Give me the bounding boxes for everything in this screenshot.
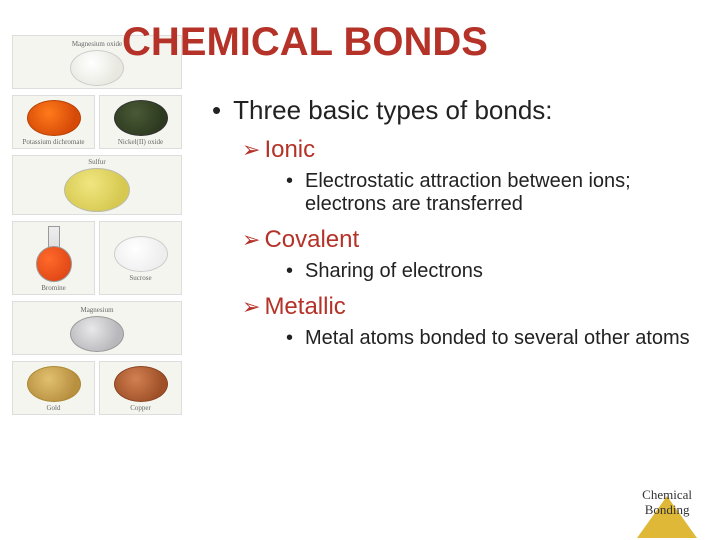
side-image-column: Magnesium oxide Potassium dichromate Nic… (12, 35, 187, 415)
bond-ionic-desc: • Electrostatic attraction between ions;… (286, 170, 702, 216)
bond-covalent-desc: • Sharing of electrons (286, 260, 702, 283)
footer-text: Chemical Bonding (642, 488, 692, 518)
intro-line: • Three basic types of bonds: (212, 95, 702, 126)
desc-text: Electrostatic attraction between ions; e… (305, 170, 702, 216)
image-nickel-oxide: Nickel(II) oxide (99, 95, 182, 149)
image-bromine: Bromine (12, 221, 95, 295)
bond-ionic: ➢Ionic (242, 136, 702, 164)
image-sulfur: Sulfur (12, 155, 182, 215)
dish-icon (114, 366, 168, 402)
image-sucrose: Sucrose (99, 221, 182, 295)
footer-line2: Bonding (645, 502, 690, 517)
image-label: Potassium dichromate (22, 138, 84, 146)
dish-icon (27, 366, 81, 402)
dish-icon (114, 236, 168, 272)
arrow-icon: ➢ (242, 137, 260, 163)
image-label: Copper (130, 404, 151, 412)
content-block: • Three basic types of bonds: ➢Ionic • E… (212, 95, 702, 360)
dish-icon (114, 100, 168, 136)
bullet-icon: • (286, 327, 293, 350)
intro-text: Three basic types of bonds: (233, 95, 552, 126)
image-label: Magnesium oxide (72, 40, 122, 48)
dish-icon (27, 100, 81, 136)
dish-icon (64, 168, 130, 212)
bond-name: Ionic (264, 136, 315, 164)
bond-metallic-desc: • Metal atoms bonded to several other at… (286, 327, 702, 350)
bullet-icon: • (212, 95, 221, 126)
image-label: Gold (47, 404, 61, 412)
bullet-icon: • (286, 260, 293, 283)
desc-text: Sharing of electrons (305, 260, 483, 283)
bond-name: Metallic (264, 293, 345, 321)
desc-text: Metal atoms bonded to several other atom… (305, 327, 690, 350)
image-copper: Copper (99, 361, 182, 415)
footer-badge: Chemical Bonding (642, 488, 692, 518)
footer-line1: Chemical (642, 487, 692, 502)
image-magnesium: Magnesium (12, 301, 182, 355)
bond-metallic: ➢Metallic (242, 293, 702, 321)
image-label: Sulfur (88, 158, 106, 166)
image-potassium-dichromate: Potassium dichromate (12, 95, 95, 149)
image-gold: Gold (12, 361, 95, 415)
arrow-icon: ➢ (242, 227, 260, 253)
arrow-icon: ➢ (242, 294, 260, 320)
image-label: Sucrose (129, 274, 151, 282)
image-label: Magnesium (80, 306, 113, 314)
bond-name: Covalent (264, 226, 359, 254)
dish-icon (70, 316, 124, 352)
dish-icon (70, 50, 124, 86)
slide-title: CHEMICAL BONDS (122, 20, 488, 65)
bond-covalent: ➢Covalent (242, 226, 702, 254)
image-label: Nickel(II) oxide (118, 138, 163, 146)
bullet-icon: • (286, 170, 293, 216)
slide: Magnesium oxide Potassium dichromate Nic… (0, 0, 720, 540)
image-label: Bromine (41, 284, 66, 292)
flask-icon (34, 226, 74, 282)
